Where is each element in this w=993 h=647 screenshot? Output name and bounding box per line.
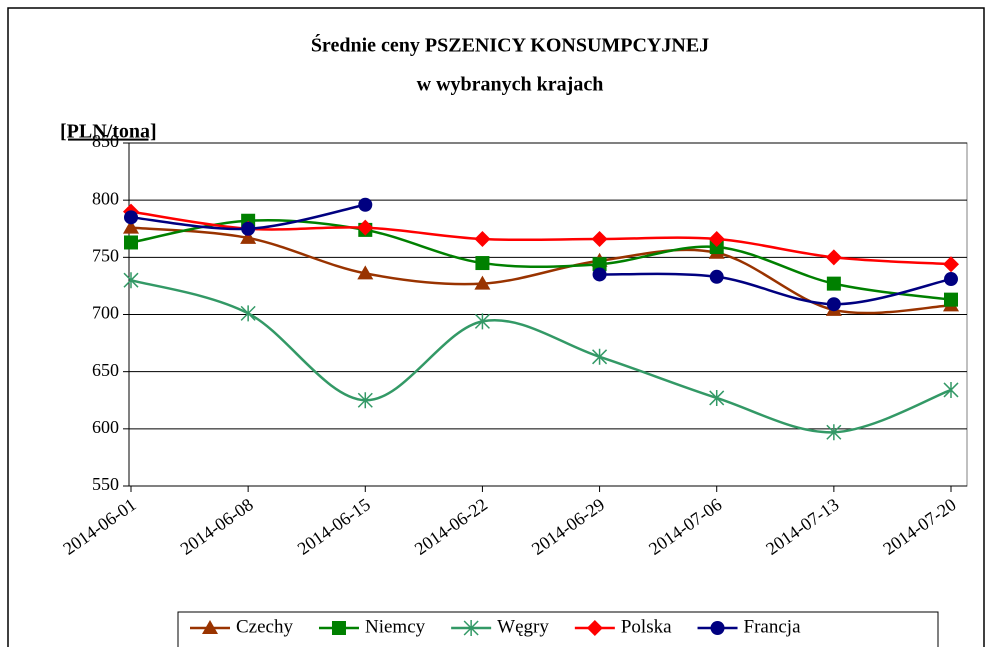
legend-label: Czechy xyxy=(236,616,293,637)
data-point xyxy=(592,267,607,282)
data-point xyxy=(944,272,958,287)
series-line xyxy=(130,210,952,266)
y-axis-label: [PLN/tona] xyxy=(60,121,157,143)
data-point xyxy=(708,231,725,248)
legend-label: Polska xyxy=(621,616,672,637)
legend-marker xyxy=(710,621,725,635)
data-point xyxy=(240,229,257,244)
series-line xyxy=(130,278,952,434)
legend-marker xyxy=(202,620,218,634)
data-point xyxy=(357,392,373,409)
data-point xyxy=(944,292,958,307)
data-point xyxy=(475,256,490,271)
data-point xyxy=(591,231,608,248)
y-tick-label: 650 xyxy=(92,360,119,380)
legend-marker xyxy=(586,620,603,636)
data-point xyxy=(474,275,491,290)
data-point xyxy=(709,269,724,284)
y-tick-label: 550 xyxy=(92,474,119,494)
legend-label: Węgry xyxy=(497,616,549,637)
series-line xyxy=(130,218,952,301)
legend-label: Niemcy xyxy=(365,616,426,637)
y-tick-label: 700 xyxy=(92,303,119,323)
legend: Czechy Niemcy Węgry Polska Francja xyxy=(177,611,939,647)
data-point xyxy=(240,305,256,322)
data-point xyxy=(358,197,373,212)
data-point xyxy=(357,219,374,236)
data-point xyxy=(709,240,724,255)
data-point xyxy=(357,265,374,280)
data-point xyxy=(123,219,139,234)
legend-marker xyxy=(463,620,479,636)
series-line xyxy=(599,272,952,306)
data-point xyxy=(592,257,607,272)
data-point xyxy=(943,381,959,398)
y-tick-label: 800 xyxy=(92,188,119,208)
chart-subtitle: w wybranych krajach xyxy=(417,74,604,96)
data-point xyxy=(124,210,138,225)
legend-marker xyxy=(331,621,346,635)
data-point xyxy=(474,313,490,330)
y-tick-label: 750 xyxy=(92,245,119,265)
chart-title: Średnie ceny PSZENICY KONSUMPCYJNEJ xyxy=(311,33,709,57)
data-point xyxy=(943,256,959,273)
legend-box xyxy=(177,611,939,647)
data-point xyxy=(826,297,841,312)
legend-label: Francja xyxy=(744,616,802,637)
series-line xyxy=(130,226,952,315)
data-point xyxy=(124,235,138,250)
data-point xyxy=(241,221,256,236)
y-tick-label: 850 xyxy=(92,131,119,151)
data-point xyxy=(826,424,842,441)
data-point xyxy=(826,276,841,291)
data-point xyxy=(709,389,725,406)
data-point xyxy=(592,348,608,365)
data-point xyxy=(825,249,842,266)
y-tick-label: 600 xyxy=(92,417,119,437)
data-point xyxy=(474,231,491,248)
data-point xyxy=(123,272,139,289)
